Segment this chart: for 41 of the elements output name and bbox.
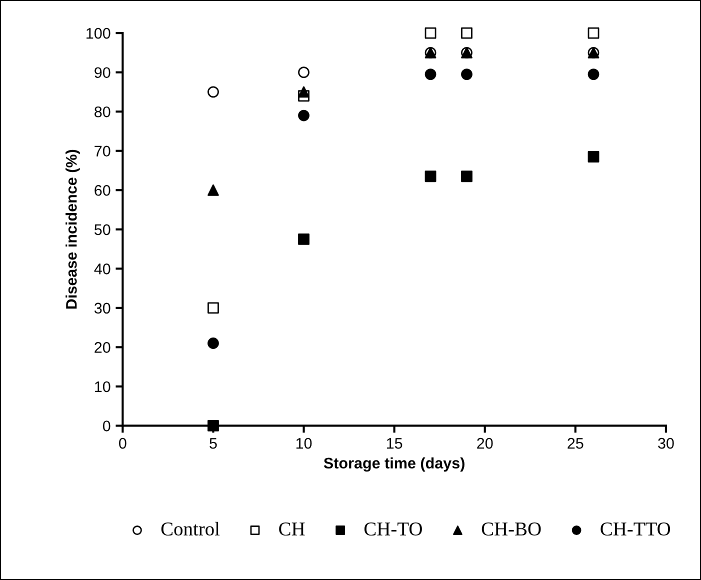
y-tick-label: 70 <box>94 146 110 157</box>
y-tick-label: 0 <box>102 420 110 432</box>
point <box>298 110 310 122</box>
point <box>208 420 219 432</box>
y-tick-label: 60 <box>94 184 110 196</box>
point <box>208 302 219 314</box>
x-tick-label: 5 <box>210 438 217 449</box>
y-tick-label: 30 <box>94 302 110 314</box>
point <box>588 27 600 39</box>
y-tick-label: 80 <box>94 106 110 118</box>
point <box>424 170 436 182</box>
y-tick-label: 90 <box>94 67 110 78</box>
point <box>208 86 219 98</box>
x-tick-label: 0 <box>119 438 126 449</box>
x-tick-label: 25 <box>568 438 584 449</box>
legend-label: CH-BO <box>482 522 541 536</box>
y-axis-title: Disease incidence (%) <box>66 150 80 309</box>
y-tick-label: 10 <box>95 381 110 392</box>
y-tick-label: 50 <box>94 224 110 236</box>
y-tick-label: 40 <box>94 264 110 274</box>
point <box>461 68 472 80</box>
point <box>588 151 600 162</box>
point <box>298 66 310 78</box>
point <box>461 27 472 39</box>
y-tick-label: 100 <box>86 28 110 39</box>
point <box>424 68 436 80</box>
point <box>298 234 310 245</box>
point <box>461 170 472 182</box>
legend-label: Control <box>161 522 220 536</box>
x-tick-label: 20 <box>477 438 493 449</box>
legend-label: CH-TO <box>364 522 422 536</box>
point <box>424 27 436 39</box>
x-tick-label: 10 <box>296 438 312 449</box>
point <box>208 338 219 349</box>
point <box>588 68 600 80</box>
legend-label: CH-TTO <box>600 522 670 536</box>
x-axis-title: Storage time (days) <box>324 457 464 472</box>
x-tick-label: 15 <box>386 438 402 449</box>
legend-label: CH <box>279 522 305 536</box>
x-tick-label: 30 <box>658 438 674 449</box>
y-tick-label: 20 <box>94 342 110 353</box>
